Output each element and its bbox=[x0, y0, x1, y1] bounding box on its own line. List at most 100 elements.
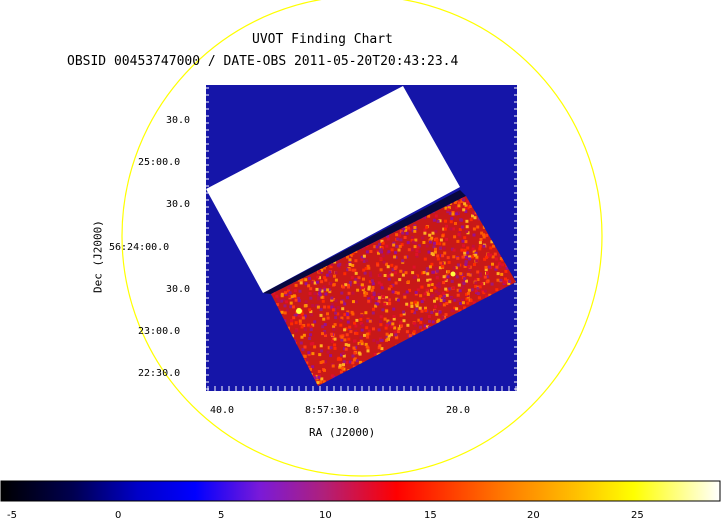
noise-pixel bbox=[498, 265, 502, 269]
noise-pixel bbox=[353, 280, 357, 284]
noise-pixel bbox=[410, 309, 414, 313]
noise-pixel bbox=[498, 253, 502, 257]
noise-pixel bbox=[411, 225, 415, 229]
noise-pixel bbox=[484, 265, 488, 269]
noise-pixel bbox=[343, 302, 347, 306]
noise-pixel bbox=[431, 293, 435, 297]
noise-pixel bbox=[345, 333, 349, 337]
noise-pixel bbox=[299, 281, 303, 285]
noise-pixel bbox=[329, 274, 332, 278]
noise-pixel bbox=[433, 286, 437, 290]
noise-pixel bbox=[434, 214, 438, 218]
noise-pixel bbox=[437, 292, 441, 296]
noise-pixel bbox=[455, 212, 458, 216]
noise-pixel bbox=[348, 258, 352, 262]
noise-pixel bbox=[360, 255, 364, 259]
noise-pixel bbox=[385, 302, 389, 306]
noise-pixel bbox=[452, 255, 456, 259]
noise-pixel bbox=[458, 302, 462, 305]
noise-pixel bbox=[389, 285, 393, 288]
noise-pixel bbox=[394, 271, 398, 275]
noise-pixel bbox=[407, 248, 411, 252]
noise-pixel bbox=[302, 333, 306, 337]
noise-pixel bbox=[381, 241, 385, 245]
noise-pixel bbox=[319, 308, 323, 311]
noise-pixel bbox=[415, 304, 419, 308]
noise-pixel bbox=[460, 248, 464, 252]
noise-pixel bbox=[361, 288, 365, 292]
noise-pixel bbox=[404, 228, 408, 232]
noise-pixel bbox=[354, 249, 358, 253]
noise-pixel bbox=[379, 248, 383, 252]
noise-pixel bbox=[518, 376, 521, 379]
noise-pixel bbox=[441, 254, 445, 258]
noise-pixel bbox=[474, 284, 478, 288]
noise-pixel bbox=[361, 323, 365, 327]
noise-pixel bbox=[430, 252, 434, 256]
noise-pixel bbox=[377, 281, 381, 285]
noise-pixel bbox=[316, 381, 320, 385]
noise-pixel bbox=[399, 313, 403, 317]
noise-pixel bbox=[464, 206, 468, 210]
noise-pixel bbox=[489, 246, 493, 250]
noise-pixel bbox=[399, 238, 403, 242]
noise-pixel bbox=[421, 216, 425, 219]
colorbar-tick-label: -5 bbox=[7, 510, 17, 521]
noise-pixel bbox=[428, 278, 432, 282]
noise-pixel bbox=[321, 332, 324, 336]
noise-pixel bbox=[299, 315, 303, 319]
noise-pixel bbox=[310, 313, 313, 317]
noise-pixel bbox=[323, 331, 327, 335]
noise-pixel bbox=[338, 262, 342, 266]
noise-pixel bbox=[420, 285, 424, 289]
noise-pixel bbox=[300, 278, 304, 282]
noise-pixel bbox=[379, 257, 383, 260]
noise-pixel bbox=[458, 228, 462, 231]
noise-pixel bbox=[438, 294, 442, 298]
noise-pixel bbox=[423, 257, 427, 261]
noise-pixel bbox=[438, 302, 442, 306]
noise-pixel bbox=[380, 246, 384, 250]
noise-pixel bbox=[408, 334, 412, 338]
noise-pixel bbox=[444, 313, 448, 317]
noise-pixel bbox=[345, 263, 349, 267]
x-tick-label: 8:57:30.0 bbox=[305, 405, 360, 416]
noise-pixel bbox=[385, 332, 389, 336]
noise-pixel bbox=[485, 280, 489, 284]
noise-pixel bbox=[371, 282, 375, 286]
noise-pixel bbox=[377, 292, 381, 296]
noise-pixel bbox=[422, 271, 426, 274]
noise-pixel bbox=[396, 330, 400, 333]
noise-pixel bbox=[442, 242, 446, 246]
noise-pixel bbox=[443, 277, 447, 281]
noise-pixel bbox=[343, 338, 347, 342]
noise-pixel bbox=[377, 300, 381, 304]
noise-pixel bbox=[427, 250, 431, 254]
noise-pixel bbox=[496, 272, 500, 276]
noise-pixel bbox=[505, 266, 509, 270]
noise-pixel bbox=[430, 311, 434, 314]
noise-pixel bbox=[425, 244, 429, 248]
noise-pixel bbox=[394, 281, 398, 285]
noise-pixel bbox=[484, 256, 488, 259]
noise-pixel bbox=[464, 263, 468, 266]
colorbar-tick-label: 25 bbox=[631, 510, 644, 521]
noise-pixel bbox=[294, 298, 298, 302]
noise-pixel bbox=[376, 263, 380, 267]
noise-pixel bbox=[423, 324, 427, 328]
noise-pixel bbox=[465, 297, 469, 301]
noise-pixel bbox=[464, 210, 468, 213]
noise-pixel bbox=[344, 347, 348, 351]
noise-pixel bbox=[387, 287, 391, 291]
noise-pixel bbox=[420, 309, 424, 313]
noise-pixel bbox=[454, 222, 457, 225]
noise-pixel bbox=[391, 290, 395, 294]
y-tick-label: 30.0 bbox=[166, 199, 191, 210]
noise-pixel bbox=[476, 278, 480, 281]
noise-pixel bbox=[427, 283, 431, 287]
noise-pixel bbox=[318, 276, 321, 280]
noise-pixel bbox=[354, 345, 358, 349]
noise-pixel bbox=[297, 296, 301, 300]
noise-pixel bbox=[364, 267, 368, 270]
noise-pixel bbox=[338, 365, 342, 369]
